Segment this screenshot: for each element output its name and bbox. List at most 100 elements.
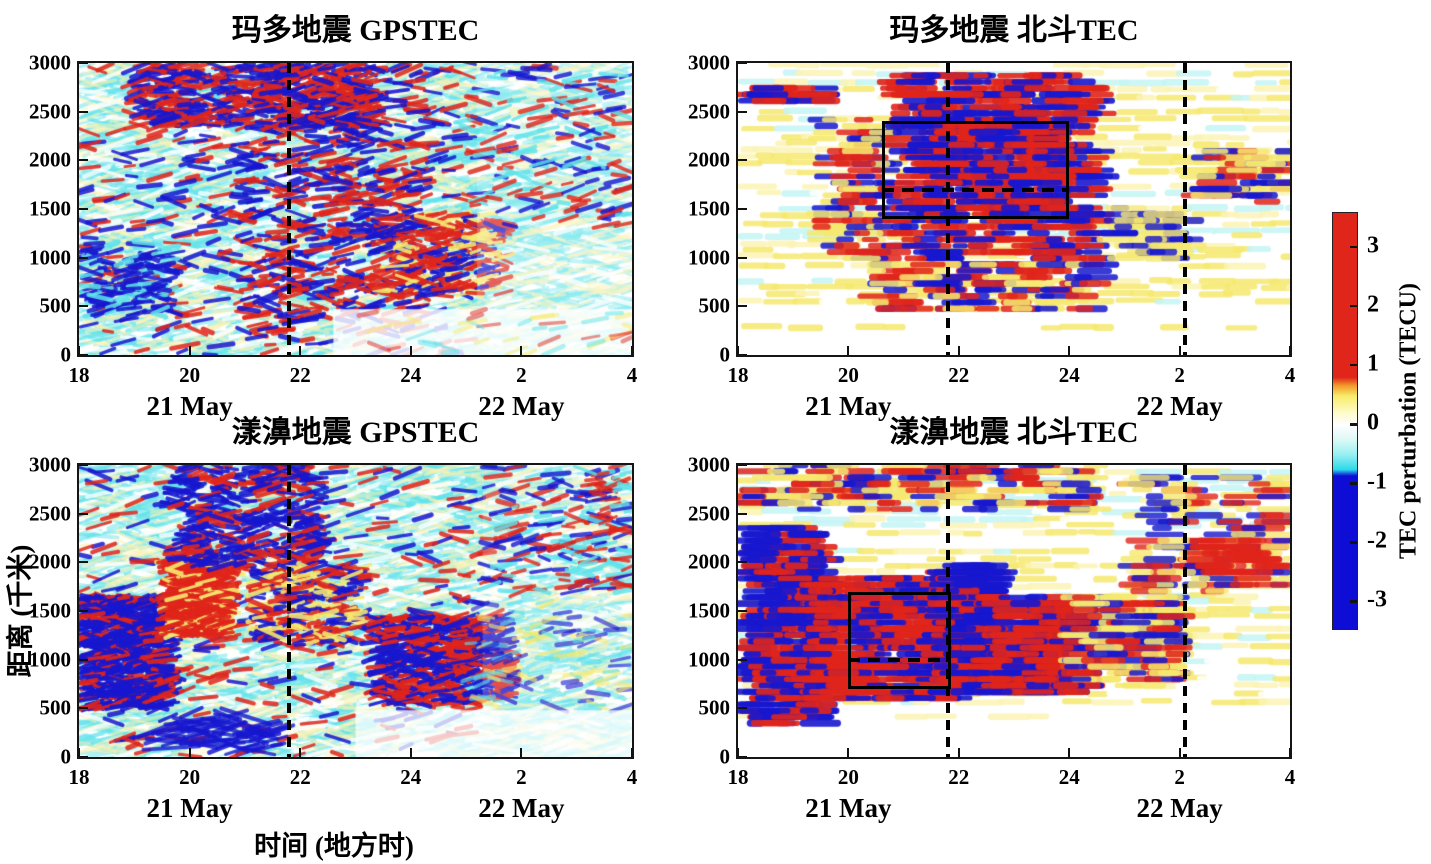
distance-dashed-line bbox=[848, 657, 951, 662]
y-tick-label: 1500 bbox=[688, 196, 730, 221]
y-tick-label: 2000 bbox=[29, 147, 71, 172]
x-tick-label: 22 bbox=[289, 765, 311, 789]
x-tick-label: 2 bbox=[516, 765, 527, 789]
x-tick-label: 22 bbox=[289, 363, 311, 387]
earthquake-time-dashed-line bbox=[287, 465, 291, 757]
y-tick-mark bbox=[79, 561, 88, 564]
y-tick-label: 3000 bbox=[29, 50, 71, 75]
y-tick-label: 2500 bbox=[688, 99, 730, 124]
y-tick-label: 2500 bbox=[688, 501, 730, 526]
colorbar-tick-label: 1 bbox=[1367, 350, 1379, 377]
y-tick-mark bbox=[79, 305, 88, 308]
panel-maduo-gpstec bbox=[77, 61, 634, 357]
y-tick-mark bbox=[738, 63, 747, 64]
y-tick-mark bbox=[738, 756, 747, 757]
y-tick-label: 0 bbox=[719, 744, 731, 769]
x-tick-label: 18 bbox=[68, 765, 90, 789]
y-tick-mark bbox=[738, 658, 747, 661]
y-tick-mark bbox=[79, 63, 88, 64]
heatmap-canvas-maduo-beidou bbox=[738, 63, 1290, 355]
x-tick-label: 24 bbox=[1058, 363, 1080, 387]
title-maduo-beidou: 玛多地震 北斗TEC bbox=[889, 14, 1139, 47]
colorbar-tick-label: 3 bbox=[1367, 232, 1379, 259]
y-tick-mark bbox=[738, 159, 747, 162]
y-tick-label: 2500 bbox=[29, 99, 71, 124]
x-tick-mark bbox=[1289, 748, 1290, 757]
colorbar-tick-mark bbox=[1350, 304, 1357, 308]
y-tick-mark bbox=[79, 756, 88, 757]
colorbar-tick-mark bbox=[1350, 600, 1357, 603]
x-tick-mark bbox=[847, 346, 850, 355]
x-tick-label: 4 bbox=[626, 765, 638, 789]
y-tick-mark bbox=[79, 110, 88, 113]
colorbar-tick-label: 0 bbox=[1367, 409, 1379, 436]
y-tick-label: 0 bbox=[60, 342, 72, 367]
date-label: 21 May bbox=[805, 391, 892, 421]
colorbar-tick-mark bbox=[1350, 245, 1357, 249]
x-tick-label: 18 bbox=[727, 363, 749, 387]
date-label: 22 May bbox=[1136, 793, 1223, 823]
x-tick-mark bbox=[299, 748, 302, 757]
y-tick-label: 0 bbox=[60, 744, 72, 769]
y-tick-label: 500 bbox=[39, 695, 72, 720]
y-tick-mark bbox=[738, 110, 747, 113]
y-tick-mark bbox=[79, 354, 88, 355]
y-tick-mark bbox=[738, 610, 747, 612]
y-tick-label: 2000 bbox=[688, 549, 730, 574]
colorbar-tick-label: 2 bbox=[1367, 291, 1379, 318]
x-tick-label: 20 bbox=[179, 765, 201, 789]
y-tick-label: 500 bbox=[39, 293, 72, 318]
y-tick-mark bbox=[738, 354, 747, 355]
y-tick-mark bbox=[79, 658, 88, 661]
highlight-rectangle bbox=[848, 591, 951, 689]
y-tick-label: 2000 bbox=[688, 147, 730, 172]
distance-dashed-line bbox=[881, 187, 1070, 192]
earthquake-time-dashed-line bbox=[946, 63, 950, 355]
date-label: 21 May bbox=[146, 793, 233, 823]
x-tick-mark bbox=[738, 346, 739, 355]
colorbar-label: TEC perturbation (TECU) bbox=[1395, 282, 1422, 560]
x-tick-label: 2 bbox=[1174, 363, 1185, 387]
y-tick-label: 2500 bbox=[29, 501, 71, 526]
y-tick-mark bbox=[738, 256, 747, 259]
x-tick-label: 24 bbox=[400, 363, 422, 387]
x-tick-label: 2 bbox=[1174, 765, 1185, 789]
x-tick-mark bbox=[957, 748, 960, 757]
x-tick-label: 4 bbox=[626, 363, 638, 387]
x-tick-mark bbox=[409, 346, 412, 355]
x-tick-mark bbox=[409, 748, 412, 757]
y-tick-mark bbox=[79, 465, 88, 466]
y-tick-label: 1500 bbox=[29, 196, 71, 221]
x-tick-mark bbox=[631, 748, 632, 757]
y-tick-mark bbox=[738, 465, 747, 466]
earthquake-time-dashed-line bbox=[287, 63, 291, 355]
colorbar bbox=[1332, 212, 1358, 630]
y-tick-label: 1500 bbox=[688, 598, 730, 623]
y-tick-mark bbox=[79, 610, 88, 612]
x-tick-mark bbox=[1178, 346, 1181, 355]
x-tick-mark bbox=[631, 346, 632, 355]
x-tick-label: 20 bbox=[837, 363, 859, 387]
x-axis-label: 时间 (地方时) bbox=[254, 831, 414, 861]
colorbar-tick-mark bbox=[1350, 541, 1357, 544]
x-tick-mark bbox=[520, 346, 523, 355]
title-yangbi-beidou: 漾濞地震 北斗TEC bbox=[889, 416, 1139, 449]
x-tick-label: 22 bbox=[948, 363, 970, 387]
y-tick-mark bbox=[79, 512, 88, 515]
x-tick-mark bbox=[847, 748, 850, 757]
x-tick-label: 20 bbox=[179, 363, 201, 387]
x-tick-label: 24 bbox=[1058, 765, 1080, 789]
y-tick-mark bbox=[738, 305, 747, 308]
date-label: 22 May bbox=[478, 793, 565, 823]
y-tick-mark bbox=[738, 208, 747, 210]
y-tick-mark bbox=[738, 707, 747, 710]
x-tick-mark bbox=[188, 748, 191, 757]
x-tick-mark bbox=[188, 346, 191, 355]
x-tick-mark bbox=[1178, 748, 1181, 757]
title-maduo-gpstec: 玛多地震 GPSTEC bbox=[231, 14, 480, 47]
panel-maduo-beidou bbox=[736, 61, 1292, 357]
x-tick-label: 22 bbox=[948, 765, 970, 789]
x-tick-mark bbox=[957, 346, 960, 355]
x-tick-mark bbox=[1068, 748, 1071, 757]
y-tick-mark bbox=[79, 707, 88, 710]
